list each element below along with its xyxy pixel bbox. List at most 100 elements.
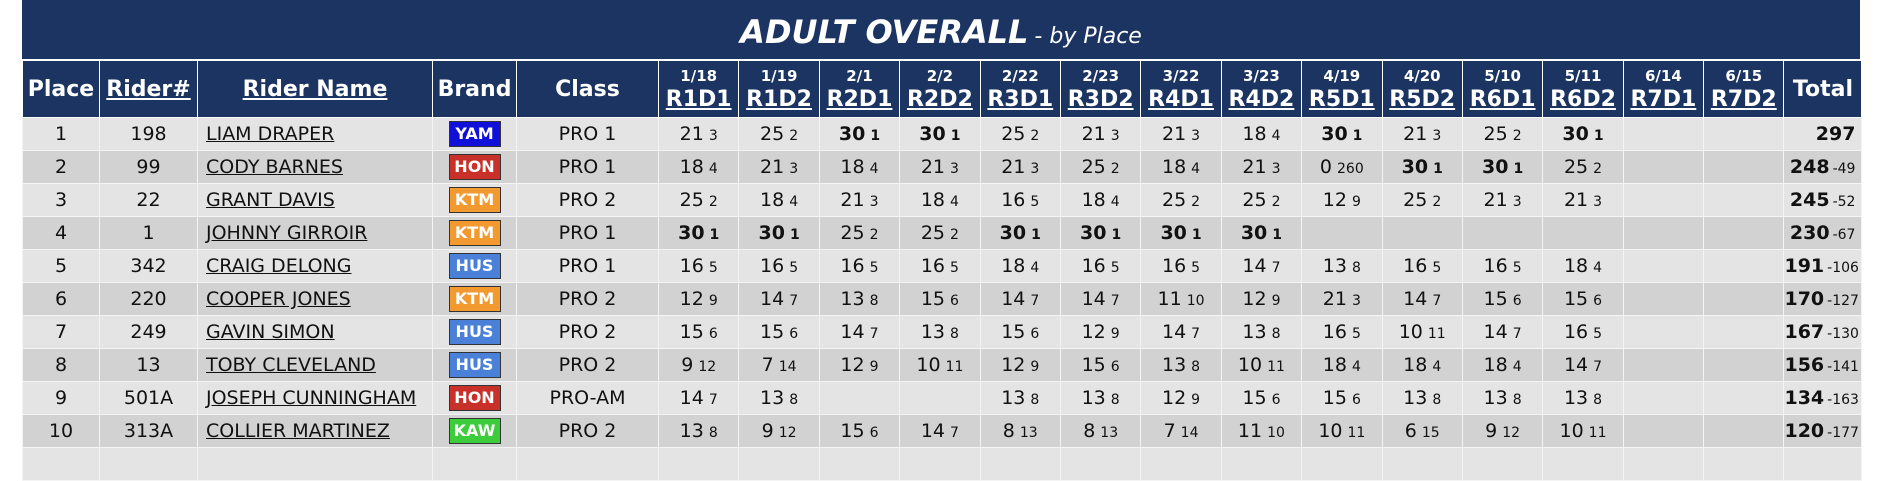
points: 16 [920, 255, 945, 277]
round-result [1703, 315, 1785, 349]
round-name[interactable]: R3D2 [1067, 87, 1134, 112]
rider-name[interactable]: GRANT DAVIS [206, 189, 335, 211]
round-result [1703, 150, 1785, 184]
header-label: Brand [437, 76, 512, 102]
round-name[interactable]: R7D2 [1710, 87, 1777, 112]
round-result: 13 8 [1542, 381, 1624, 415]
points: 14 [760, 288, 785, 310]
round-result [1703, 381, 1785, 415]
finish-position: 3 [1593, 194, 1603, 210]
finish-position: 7 [708, 392, 718, 408]
round-result: 13 8 [1381, 381, 1463, 415]
round-result: 9 12 [738, 414, 820, 448]
finish-position: 3 [789, 161, 799, 177]
round-result: 13 8 [657, 414, 740, 448]
points: 18 [840, 156, 865, 178]
rider-name-cell: JOHNNY GIRROIR [197, 216, 433, 250]
brand-cell: KAW [432, 414, 517, 448]
place: 3 [22, 183, 100, 217]
finish-position: 8 [1110, 392, 1120, 408]
round-header: 3/23 R4D2 [1220, 60, 1303, 118]
header-label[interactable]: Rider# [106, 76, 191, 102]
rider-name[interactable]: LIAM DRAPER [206, 123, 335, 145]
points: 16 [840, 255, 865, 277]
round-name[interactable]: R4D2 [1228, 87, 1295, 112]
round-result: 30 1 [1542, 117, 1624, 151]
round-result: 25 2 [1140, 183, 1222, 217]
round-date: 1/19 [760, 67, 798, 85]
gap: -127 [1827, 293, 1859, 309]
finish-position: 1 [1352, 128, 1363, 144]
finish-position: 260 [1337, 161, 1364, 177]
finish-position: 1 [1031, 227, 1041, 243]
brand-badge: KTM [448, 286, 501, 312]
round-name[interactable]: R5D1 [1308, 87, 1375, 112]
finish-position: 6 [1030, 326, 1040, 342]
round-result [1381, 216, 1463, 250]
round-result: 13 8 [1059, 381, 1142, 415]
round-name[interactable]: R4D1 [1148, 87, 1214, 112]
points: 30 [758, 222, 785, 244]
rider-name[interactable]: JOSEPH CUNNINGHAM [206, 387, 417, 409]
points: 8 [1002, 420, 1015, 442]
rider-name[interactable]: CRAIG DELONG [206, 255, 352, 277]
round-result: 14 7 [979, 282, 1061, 316]
brand-cell: HUS [432, 348, 517, 382]
finish-position: 3 [708, 128, 718, 144]
round-name[interactable]: R5D2 [1389, 87, 1456, 112]
round-name[interactable]: R7D1 [1630, 87, 1697, 112]
round-result: 14 7 [738, 282, 820, 316]
finish-position: 9 [1110, 326, 1120, 342]
round-result: 21 3 [1220, 150, 1303, 184]
finish-position: 9 [1271, 293, 1281, 309]
round-result: 18 4 [657, 150, 740, 184]
points: 25 [920, 222, 945, 244]
round-name[interactable]: R6D2 [1550, 87, 1616, 112]
points: 25 [760, 123, 785, 145]
round-name[interactable]: R3D1 [987, 87, 1054, 112]
rider-name[interactable]: JOHNNY GIRROIR [206, 222, 368, 244]
round-name[interactable]: R2D1 [826, 87, 893, 112]
header-label[interactable]: Rider Name [242, 76, 388, 102]
round-result: 12 9 [1140, 381, 1222, 415]
round-result: 13 8 [1301, 249, 1383, 283]
finish-position: 9 [1191, 392, 1201, 408]
rider-name-cell: COLLIER MARTINEZ [197, 414, 433, 448]
round-result: 18 4 [1381, 348, 1463, 382]
round-result [1622, 150, 1705, 184]
place: 9 [22, 381, 100, 415]
round-header: 6/15 R7D2 [1703, 60, 1785, 118]
rider-name[interactable]: CODY BARNES [206, 156, 343, 178]
empty-cell [979, 447, 1061, 481]
points: 30 [999, 222, 1027, 244]
round-header: 2/1 R2D1 [818, 60, 901, 118]
round-result: 0 260 [1301, 150, 1383, 184]
standings-table: Place Rider# Rider Name Brand Class 1/18 R1D1 1… [22, 60, 1863, 481]
points: 14 [840, 321, 865, 343]
round-name[interactable]: R6D1 [1469, 87, 1536, 112]
round-result: 21 3 [1140, 117, 1222, 151]
round-name[interactable]: R1D2 [746, 87, 812, 112]
empty-cell [738, 447, 820, 481]
finish-position: 5 [869, 260, 879, 276]
points: 18 [679, 156, 704, 178]
round-result: 11 10 [1140, 282, 1222, 316]
round-result: 21 3 [979, 150, 1061, 184]
rider-row: 9 501A JOSEPH CUNNINGHAM HON PRO-AM 14 7 13 8 13 8… [22, 381, 1863, 415]
page: ADULT OVERALL - by Place Place Rider# Rider… [22, 0, 1863, 481]
rider-row: 3 22 GRANT DAVIS KTM PRO 2 25 2 18 4 21 3 18 4 16 5 18 4… [22, 183, 1863, 217]
rider-number: 1 [99, 216, 198, 250]
finish-position: 9 [869, 359, 879, 375]
total-cell: 230 -67 [1783, 216, 1863, 250]
rider-name[interactable]: GAVIN SIMON [206, 321, 335, 343]
total: 134 [1784, 387, 1825, 409]
points: 25 [1081, 156, 1106, 178]
rider-name[interactable]: COLLIER MARTINEZ [206, 420, 390, 442]
round-result: 18 4 [1301, 348, 1383, 382]
rider-name[interactable]: COOPER JONES [206, 288, 351, 310]
round-name[interactable]: R2D2 [906, 87, 973, 112]
brand-badge: HON [448, 154, 501, 180]
rider-name[interactable]: TOBY CLEVELAND [206, 354, 376, 376]
round-name[interactable]: R1D1 [665, 87, 732, 112]
finish-position: 7 [1512, 326, 1522, 342]
